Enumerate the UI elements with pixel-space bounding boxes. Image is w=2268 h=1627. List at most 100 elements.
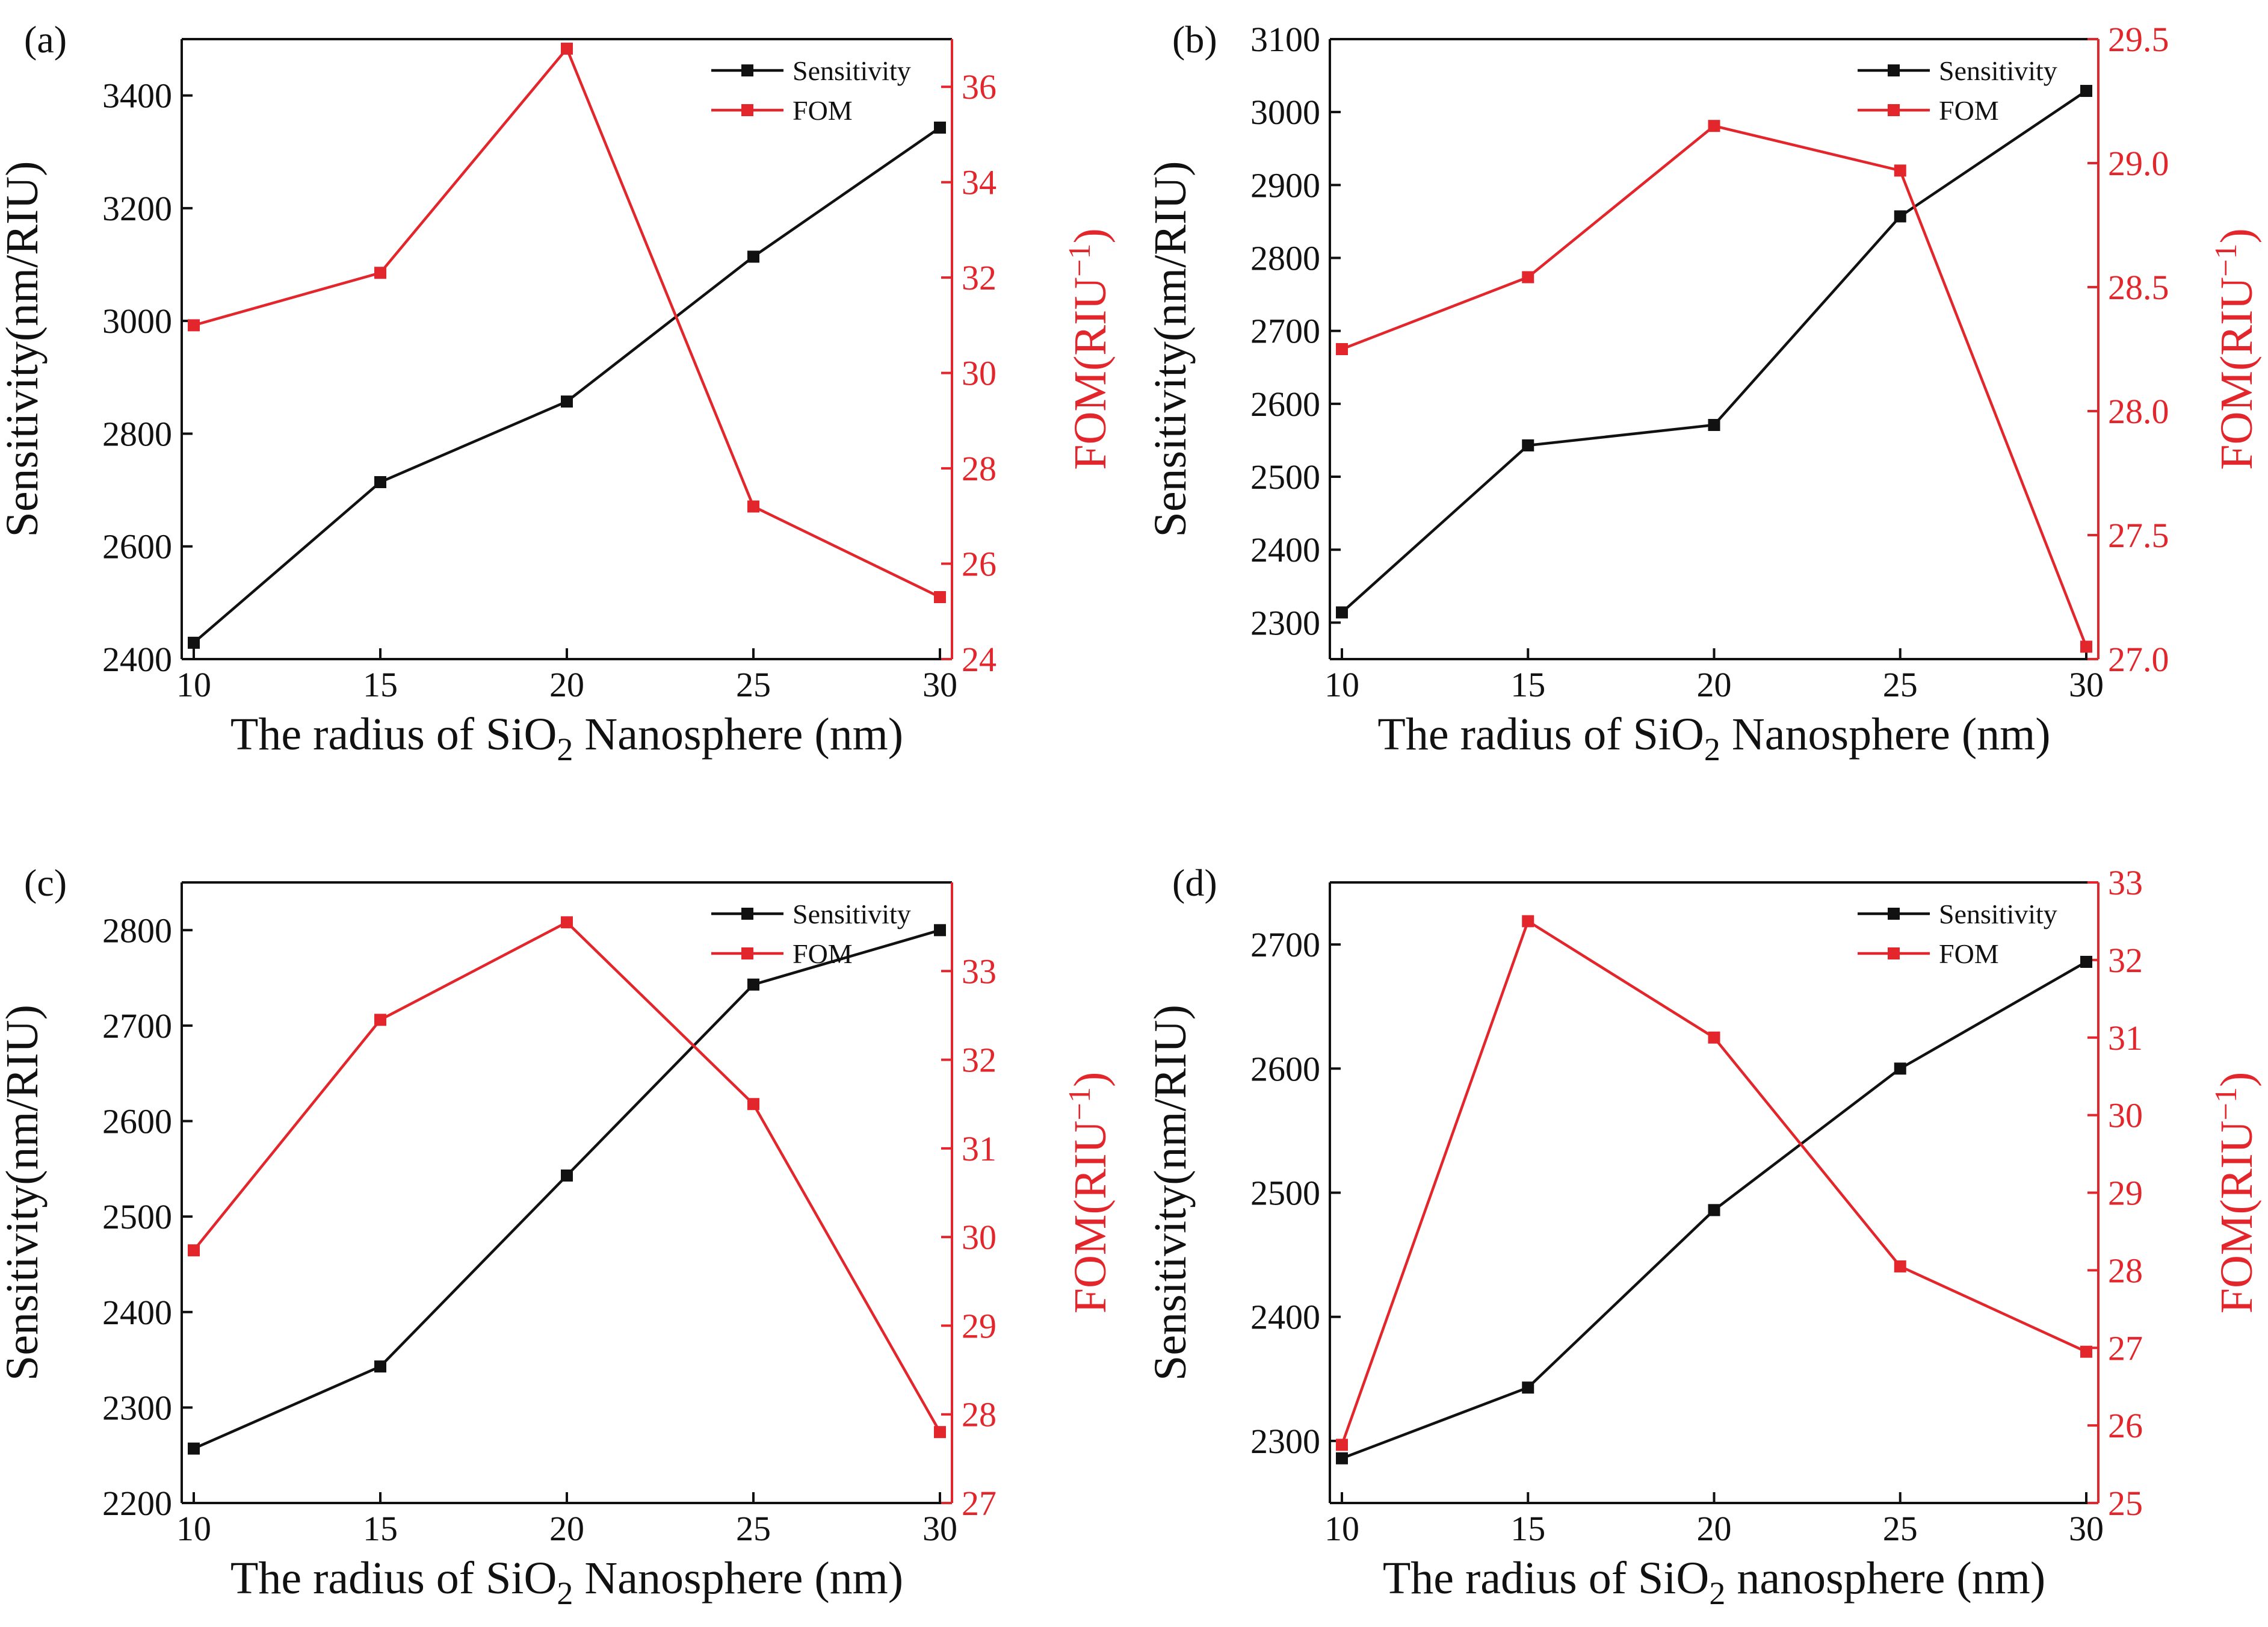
- y-right-axis-title-superscript: −1: [1063, 244, 1097, 277]
- x-tick-label: 20: [1697, 1509, 1732, 1548]
- x-axis-title: The radius of SiO2 Nanosphere (nm): [230, 709, 903, 767]
- y-right-axis-title-part: ): [2211, 228, 2262, 243]
- legend-sensitivity-label: Sensitivity: [793, 899, 911, 929]
- y-left-tick-label: 2400: [102, 1293, 172, 1332]
- y-right-tick-label: 24: [962, 640, 996, 679]
- legend-fom-label: FOM: [1939, 938, 1999, 969]
- y-right-tick-label: 30: [962, 354, 996, 393]
- y-right-tick-label: 33: [962, 952, 996, 991]
- sensitivity-point: [1708, 1204, 1720, 1216]
- x-axis-title-part: The radius of SiO: [1383, 1553, 1709, 1604]
- y-right-tick-label: 36: [962, 67, 996, 107]
- x-axis-title-subscript: 2: [1709, 1575, 1725, 1611]
- y-right-axis-title-part: ): [2211, 1072, 2262, 1087]
- y-left-tick-label: 3200: [102, 189, 172, 228]
- y-right-tick-label: 32: [2108, 941, 2143, 980]
- y-right-tick-label: 33: [2108, 863, 2143, 902]
- legend-fom-marker: [1888, 947, 1900, 959]
- fom-point: [188, 319, 200, 332]
- y-right-axis-title-part: FOM(RIU: [2211, 1120, 2262, 1313]
- y-left-tick-label: 2600: [1250, 385, 1320, 424]
- y-right-tick-label: 32: [962, 258, 996, 297]
- panel-label: (c): [24, 861, 67, 904]
- fom-point: [1708, 120, 1720, 132]
- y-left-tick-label: 3000: [102, 302, 172, 341]
- sensitivity-point: [1522, 1381, 1534, 1394]
- y-left-tick-label: 2200: [102, 1484, 172, 1523]
- y-right-tick-label: 26: [962, 545, 996, 584]
- x-axis-title-part: The radius of SiO: [230, 709, 557, 760]
- sensitivity-point: [1708, 419, 1720, 432]
- y-left-tick-label: 2700: [1250, 312, 1320, 351]
- x-tick-label: 20: [549, 1509, 584, 1548]
- x-axis-title-part: The radius of SiO: [1377, 709, 1704, 760]
- y-left-tick-label: 2800: [1250, 239, 1320, 278]
- y-right-tick-label: 27: [962, 1484, 996, 1523]
- sensitivity-line: [193, 126, 941, 644]
- fom-point: [1336, 1439, 1348, 1451]
- fom-point: [1522, 271, 1534, 284]
- x-tick-label: 20: [1697, 665, 1732, 704]
- chart-panel-d: (d)10 15 20 25 30230024002500260027002526272…: [1145, 861, 2262, 1611]
- fom-point: [934, 591, 946, 603]
- x-tick-label: 15: [363, 665, 398, 704]
- y-left-tick-label: 2900: [1250, 166, 1320, 205]
- sensitivity-point: [747, 978, 759, 991]
- y-right-tick-label: 28: [962, 1395, 996, 1434]
- x-tick-label: 25: [1883, 1509, 1918, 1548]
- y-left-tick-label: 2300: [1250, 603, 1320, 642]
- y-right-tick-label: 27.0: [2108, 640, 2169, 679]
- x-tick-label: 30: [922, 665, 957, 704]
- fom-point: [2080, 1345, 2092, 1358]
- sensitivity-point: [561, 1169, 573, 1182]
- y-right-tick-label: 31: [962, 1129, 996, 1168]
- y-right-tick-label: 28: [2108, 1251, 2143, 1290]
- fom-point: [1894, 164, 1906, 177]
- y-right-tick-label: 31: [2108, 1018, 2143, 1058]
- sensitivity-line: [193, 929, 941, 1450]
- legend-sensitivity-label: Sensitivity: [793, 55, 911, 86]
- fom-point: [1522, 915, 1534, 928]
- x-tick-label: 10: [176, 1509, 211, 1548]
- x-axis-title-part: Nanosphere (nm): [573, 709, 903, 760]
- y-left-tick-label: 2400: [1250, 1298, 1320, 1337]
- y-right-axis-title-part: FOM(RIU: [1065, 277, 1116, 470]
- legend-fom-label: FOM: [793, 938, 853, 969]
- y-left-axis-title: Sensitivity(nm/RIU): [0, 1005, 48, 1381]
- y-left-tick-label: 2300: [1250, 1422, 1320, 1461]
- y-right-axis-title: FOM(RIU−1): [2209, 228, 2262, 470]
- x-tick-label: 30: [2069, 665, 2104, 704]
- fom-point: [2080, 640, 2092, 653]
- x-tick-label: 30: [922, 1509, 957, 1548]
- y-right-tick-label: 27: [2108, 1328, 2143, 1368]
- y-right-axis-title: FOM(RIU−1): [1063, 1072, 1116, 1314]
- fom-line: [193, 46, 941, 599]
- y-left-axis-title: Sensitivity(nm/RIU): [1145, 1005, 1196, 1381]
- y-right-tick-label: 30: [962, 1218, 996, 1257]
- fom-point: [934, 1426, 946, 1439]
- y-left-tick-label: 2700: [102, 1006, 172, 1046]
- legend-sensitivity-label: Sensitivity: [1939, 55, 2057, 86]
- sensitivity-point: [188, 636, 200, 649]
- legend-sensitivity-marker: [741, 908, 753, 920]
- x-tick-label: 10: [1324, 1509, 1359, 1548]
- y-right-axis-title-part: ): [1065, 1072, 1116, 1087]
- panel-label: (b): [1172, 18, 1217, 61]
- y-right-axis-title-superscript: −1: [1063, 1087, 1097, 1120]
- y-right-tick-label: 26: [2108, 1406, 2143, 1445]
- fom-line: [1341, 124, 2088, 648]
- x-axis-title-part: nanosphere (nm): [1725, 1553, 2045, 1604]
- sensitivity-point: [1894, 1062, 1906, 1075]
- x-tick-label: 20: [549, 665, 584, 704]
- fom-point: [374, 267, 386, 279]
- y-left-tick-label: 2800: [102, 414, 172, 453]
- legend-fom-marker: [741, 104, 753, 116]
- sensitivity-point: [188, 1442, 200, 1455]
- y-left-tick-label: 2500: [1250, 457, 1320, 497]
- fom-point: [747, 500, 759, 513]
- y-left-tick-label: 3400: [102, 76, 172, 116]
- y-left-tick-label: 2600: [102, 1102, 172, 1141]
- x-axis-title-subscript: 2: [1704, 731, 1720, 767]
- y-right-tick-label: 32: [962, 1041, 996, 1080]
